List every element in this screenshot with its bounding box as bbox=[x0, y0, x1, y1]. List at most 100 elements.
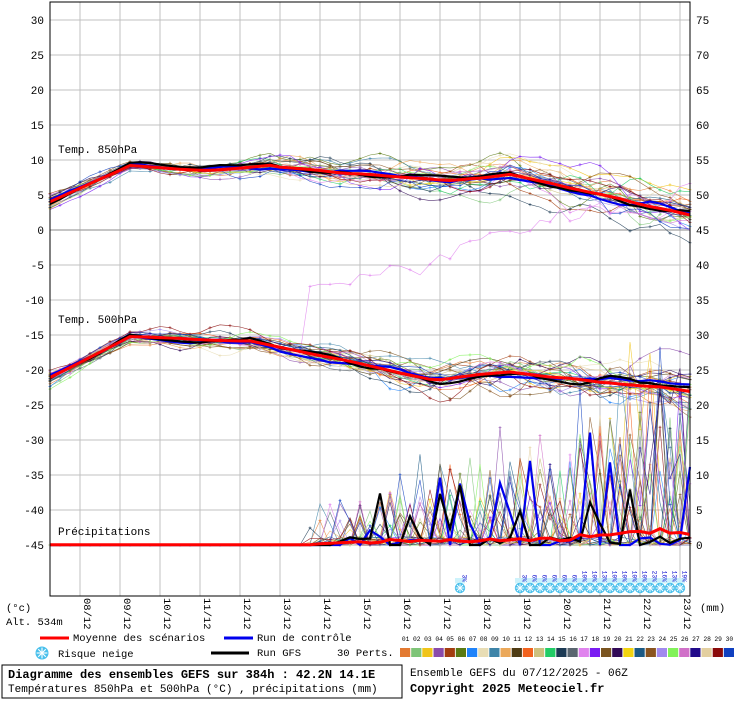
svg-text:10: 10 bbox=[502, 636, 510, 643]
svg-text:13/12: 13/12 bbox=[280, 598, 292, 630]
svg-text:10%: 10% bbox=[591, 571, 598, 583]
svg-text:27: 27 bbox=[692, 636, 700, 643]
svg-text:19%: 19% bbox=[681, 571, 688, 583]
svg-text:20: 20 bbox=[696, 401, 709, 413]
svg-text:25: 25 bbox=[696, 366, 709, 378]
svg-text:03: 03 bbox=[424, 636, 432, 643]
svg-text:23: 23 bbox=[647, 636, 655, 643]
svg-text:Moyenne des scénarios: Moyenne des scénarios bbox=[73, 633, 205, 645]
svg-text:17: 17 bbox=[580, 636, 588, 643]
svg-text:-25: -25 bbox=[24, 401, 44, 413]
svg-text:10%: 10% bbox=[611, 571, 618, 583]
svg-text:Temp. 850hPa: Temp. 850hPa bbox=[58, 145, 138, 157]
svg-text:12/12: 12/12 bbox=[240, 598, 252, 630]
svg-text:06: 06 bbox=[458, 636, 466, 643]
svg-text:13%: 13% bbox=[601, 571, 608, 583]
svg-text:30: 30 bbox=[31, 16, 44, 28]
svg-text:02: 02 bbox=[413, 636, 421, 643]
svg-text:11/12: 11/12 bbox=[200, 598, 212, 630]
svg-text:Run GFS: Run GFS bbox=[257, 648, 301, 660]
svg-text:Run de contrôle: Run de contrôle bbox=[257, 633, 352, 645]
svg-text:10: 10 bbox=[31, 156, 44, 168]
svg-text:18: 18 bbox=[592, 636, 600, 643]
svg-text:21: 21 bbox=[625, 636, 633, 643]
svg-text:15: 15 bbox=[31, 121, 44, 133]
svg-text:(mm): (mm) bbox=[700, 603, 725, 615]
svg-text:-10: -10 bbox=[24, 296, 44, 308]
svg-text:Copyright 2025 Meteociel.fr: Copyright 2025 Meteociel.fr bbox=[410, 682, 604, 696]
svg-text:0: 0 bbox=[37, 226, 44, 238]
svg-text:08/12: 08/12 bbox=[80, 598, 92, 630]
svg-text:24: 24 bbox=[659, 636, 667, 643]
svg-text:5: 5 bbox=[696, 506, 703, 518]
svg-text:10%: 10% bbox=[621, 571, 628, 583]
svg-text:10%: 10% bbox=[581, 571, 588, 583]
svg-text:10/12: 10/12 bbox=[160, 598, 172, 630]
svg-text:6%: 6% bbox=[571, 574, 578, 582]
svg-text:21/12: 21/12 bbox=[600, 598, 612, 630]
svg-text:22: 22 bbox=[636, 636, 644, 643]
svg-text:0: 0 bbox=[696, 541, 703, 553]
svg-text:Diagramme des ensembles GEFS s: Diagramme des ensembles GEFS sur 384h : … bbox=[8, 668, 375, 682]
svg-text:15: 15 bbox=[558, 636, 566, 643]
svg-text:30 Perts.: 30 Perts. bbox=[337, 648, 394, 660]
svg-text:-45: -45 bbox=[24, 541, 44, 553]
svg-text:13%: 13% bbox=[671, 571, 678, 583]
svg-text:70: 70 bbox=[696, 51, 709, 63]
svg-text:6%: 6% bbox=[561, 574, 568, 582]
svg-text:25: 25 bbox=[31, 51, 44, 63]
svg-text:04: 04 bbox=[435, 636, 443, 643]
svg-text:10%: 10% bbox=[631, 571, 638, 583]
svg-text:3%: 3% bbox=[521, 574, 528, 582]
svg-text:19: 19 bbox=[603, 636, 611, 643]
svg-text:60: 60 bbox=[696, 121, 709, 133]
svg-text:16: 16 bbox=[569, 636, 577, 643]
svg-text:15/12: 15/12 bbox=[360, 598, 372, 630]
svg-text:13: 13 bbox=[536, 636, 544, 643]
svg-text:26: 26 bbox=[681, 636, 689, 643]
svg-text:-5: -5 bbox=[31, 261, 44, 273]
svg-text:14: 14 bbox=[547, 636, 555, 643]
svg-text:11: 11 bbox=[513, 636, 521, 643]
svg-text:Précipitations: Précipitations bbox=[58, 527, 150, 539]
svg-text:55: 55 bbox=[696, 156, 709, 168]
svg-text:05: 05 bbox=[446, 636, 454, 643]
svg-text:Temp. 500hPa: Temp. 500hPa bbox=[58, 315, 138, 327]
svg-text:15: 15 bbox=[696, 436, 709, 448]
svg-text:20/12: 20/12 bbox=[560, 598, 572, 630]
svg-text:6%: 6% bbox=[551, 574, 558, 582]
svg-text:17/12: 17/12 bbox=[440, 598, 452, 630]
svg-text:25: 25 bbox=[670, 636, 678, 643]
svg-text:01: 01 bbox=[402, 636, 410, 643]
svg-text:08: 08 bbox=[480, 636, 488, 643]
svg-text:09: 09 bbox=[491, 636, 499, 643]
svg-text:5: 5 bbox=[37, 191, 44, 203]
svg-text:23/12: 23/12 bbox=[680, 598, 692, 630]
svg-text:30: 30 bbox=[726, 636, 734, 643]
svg-text:(°c): (°c) bbox=[6, 603, 31, 615]
svg-text:14/12: 14/12 bbox=[320, 598, 332, 630]
svg-text:20: 20 bbox=[31, 86, 44, 98]
svg-text:35: 35 bbox=[696, 296, 709, 308]
svg-text:3%: 3% bbox=[461, 574, 468, 582]
svg-text:10%: 10% bbox=[641, 571, 648, 583]
svg-text:07: 07 bbox=[469, 636, 477, 643]
svg-text:-30: -30 bbox=[24, 436, 44, 448]
svg-text:09/12: 09/12 bbox=[120, 598, 132, 630]
svg-text:50: 50 bbox=[696, 191, 709, 203]
svg-text:-35: -35 bbox=[24, 471, 44, 483]
svg-text:23%: 23% bbox=[651, 571, 658, 583]
svg-text:-40: -40 bbox=[24, 506, 44, 518]
svg-text:18/12: 18/12 bbox=[480, 598, 492, 630]
svg-text:20: 20 bbox=[614, 636, 622, 643]
svg-text:30: 30 bbox=[696, 331, 709, 343]
svg-text:19/12: 19/12 bbox=[520, 598, 532, 630]
svg-text:-15: -15 bbox=[24, 331, 44, 343]
svg-text:Températures 850hPa et 500hPa: Températures 850hPa et 500hPa (°C) , pré… bbox=[8, 684, 378, 696]
svg-text:10: 10 bbox=[696, 471, 709, 483]
svg-text:22/12: 22/12 bbox=[640, 598, 652, 630]
svg-text:6%: 6% bbox=[541, 574, 548, 582]
svg-text:Ensemble GEFS du 07/12/2025 -: Ensemble GEFS du 07/12/2025 - 06Z bbox=[410, 668, 628, 680]
svg-text:Alt. 534m: Alt. 534m bbox=[6, 617, 63, 629]
svg-text:65: 65 bbox=[696, 86, 709, 98]
